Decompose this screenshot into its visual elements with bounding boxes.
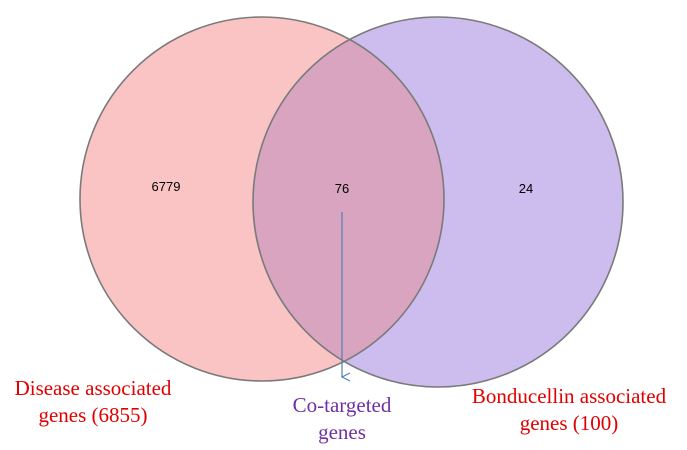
co-targeted-label-line-2: genes: [318, 420, 366, 444]
disease-genes-circle-outline: [79, 16, 445, 382]
disease-genes-label: Disease associated genes (6855): [0, 375, 186, 429]
intersection-count: 76: [335, 181, 349, 196]
intersection-region: [253, 17, 444, 381]
bonducellin-genes-circle-outline: [252, 16, 624, 388]
bonducellin-genes-label-line-1: Bonducellin associated: [471, 384, 667, 408]
disease-genes-label-line-2: genes (6855): [38, 403, 148, 427]
disease-genes-label-line-1: Disease associated: [14, 376, 172, 400]
co-targeted-genes-label: Co-targeted genes: [270, 392, 414, 446]
bonducellin-genes-label: Bonducellin associated genes (100): [455, 383, 683, 437]
bonducellin-genes-label-line-2: genes (100): [519, 411, 619, 435]
bonducellin-only-count: 24: [519, 181, 533, 196]
co-targeted-label-line-1: Co-targeted: [292, 393, 392, 417]
disease-only-count: 6779: [152, 179, 181, 194]
